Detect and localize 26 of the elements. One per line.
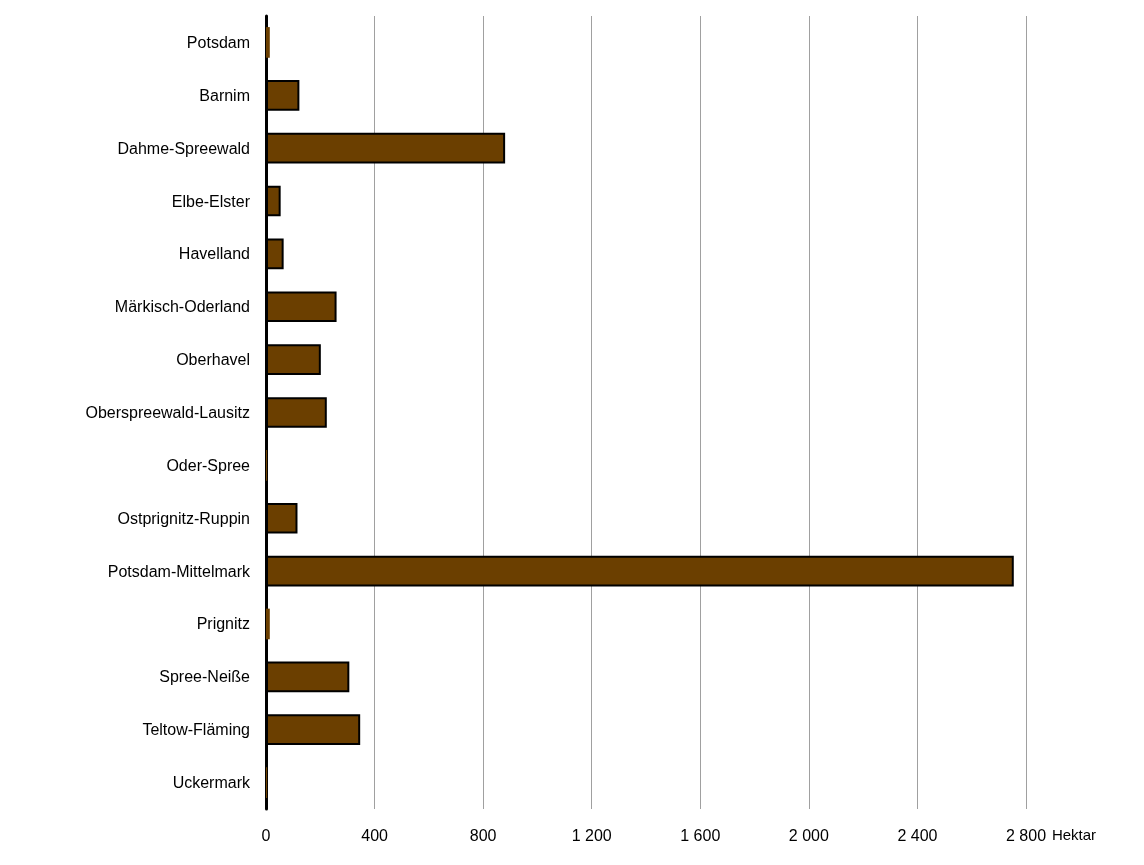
y-tick-label: Havelland <box>178 245 250 263</box>
y-tick-label: Prignitz <box>196 615 250 633</box>
y-tick-label: Potsdam-Mittelmark <box>107 562 251 580</box>
y-tick-label: Teltow-Fläming <box>142 721 250 739</box>
x-tick-label: 800 <box>469 826 497 844</box>
y-tick-label: Barnim <box>199 86 250 104</box>
bar <box>266 27 270 58</box>
y-tick-label: Ostprignitz-Ruppin <box>117 509 250 527</box>
x-tick-label: 2 000 <box>788 826 829 844</box>
x-tick-label: 0 <box>261 826 271 844</box>
y-tick-label: Elbe-Elster <box>171 192 251 210</box>
y-tick-label: Oder-Spree <box>166 456 251 474</box>
y-tick-label: Spree-Neiße <box>159 668 251 686</box>
y-tick-label: Dahme-Spreewald <box>117 139 250 157</box>
x-tick-label: 2 400 <box>897 826 938 844</box>
y-tick-label: Oberspreewald-Lausitz <box>85 404 250 421</box>
bar <box>266 608 270 640</box>
y-tick-label: Potsdam <box>186 33 250 51</box>
y-tick-label: Oberhavel <box>176 351 250 369</box>
x-axis-title: Hektar <box>1051 826 1097 843</box>
y-tick-label: Märkisch-Oderland <box>114 298 250 316</box>
x-tick-label: 1 600 <box>680 826 721 844</box>
x-tick-label: 400 <box>361 826 389 844</box>
x-tick-label: 1 200 <box>571 826 612 844</box>
y-tick-label: Uckermark <box>172 774 251 792</box>
x-tick-label: 2 800 <box>1005 826 1047 844</box>
